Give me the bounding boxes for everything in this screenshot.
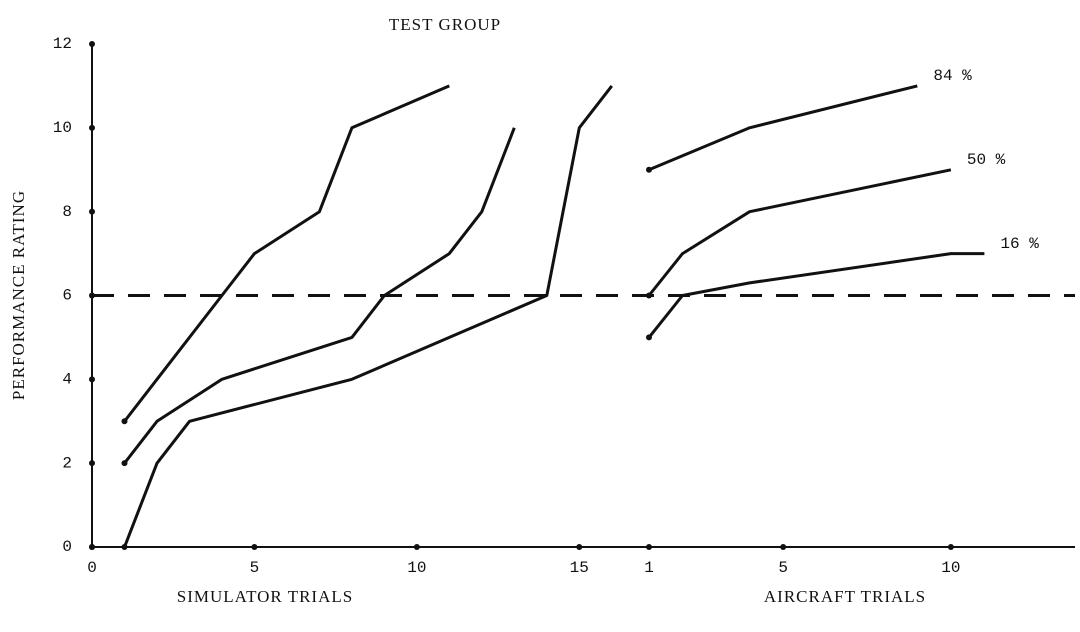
data-line (648, 84, 918, 172)
x-axis-label: AIRCRAFT TRIALS (764, 587, 926, 606)
data-line (647, 252, 985, 339)
y-tick-label: 8 (62, 203, 72, 221)
line-start (121, 544, 128, 550)
x-tick (646, 544, 652, 550)
x-tick-label: 5 (250, 559, 260, 577)
line-start (121, 418, 128, 425)
y-axis-label: PERFORMANCE RATING (9, 190, 28, 400)
chart-title: TEST GROUP (389, 15, 501, 34)
y-tick (89, 41, 95, 47)
x-axis-label: SIMULATOR TRIALS (177, 587, 353, 606)
line-start (121, 460, 128, 467)
x-tick (413, 544, 420, 550)
y-tick-label: 10 (53, 119, 72, 137)
x-tick (947, 544, 954, 550)
y-tick-label: 0 (62, 538, 72, 556)
series-label: 16 % (1000, 235, 1039, 253)
line-start (646, 292, 652, 299)
y-tick-label: 2 (62, 454, 72, 472)
data-line (123, 127, 516, 465)
y-tick-label: 6 (62, 287, 72, 305)
x-tick (780, 544, 787, 550)
x-tick-label: 10 (941, 559, 960, 577)
x-tick-label: 10 (407, 559, 426, 577)
data-line (123, 84, 613, 548)
data-line (123, 84, 450, 423)
y-tick (89, 460, 95, 467)
x-tick-label: 5 (778, 559, 788, 577)
data-line (647, 168, 952, 297)
line-start (646, 334, 652, 341)
x-tick (89, 544, 95, 550)
series-label: 84 % (933, 67, 972, 85)
line-start (646, 166, 652, 173)
x-tick (576, 544, 583, 550)
series-label: 50 % (967, 151, 1006, 169)
x-tick-label: 15 (570, 559, 589, 577)
x-tick-label: 1 (644, 559, 654, 577)
y-tick-label: 12 (53, 35, 72, 53)
y-tick-label: 4 (62, 371, 72, 389)
x-tick (251, 544, 258, 550)
y-tick (89, 376, 95, 383)
x-tick-label: 0 (87, 559, 97, 577)
y-tick (89, 208, 95, 215)
y-tick (89, 124, 95, 131)
